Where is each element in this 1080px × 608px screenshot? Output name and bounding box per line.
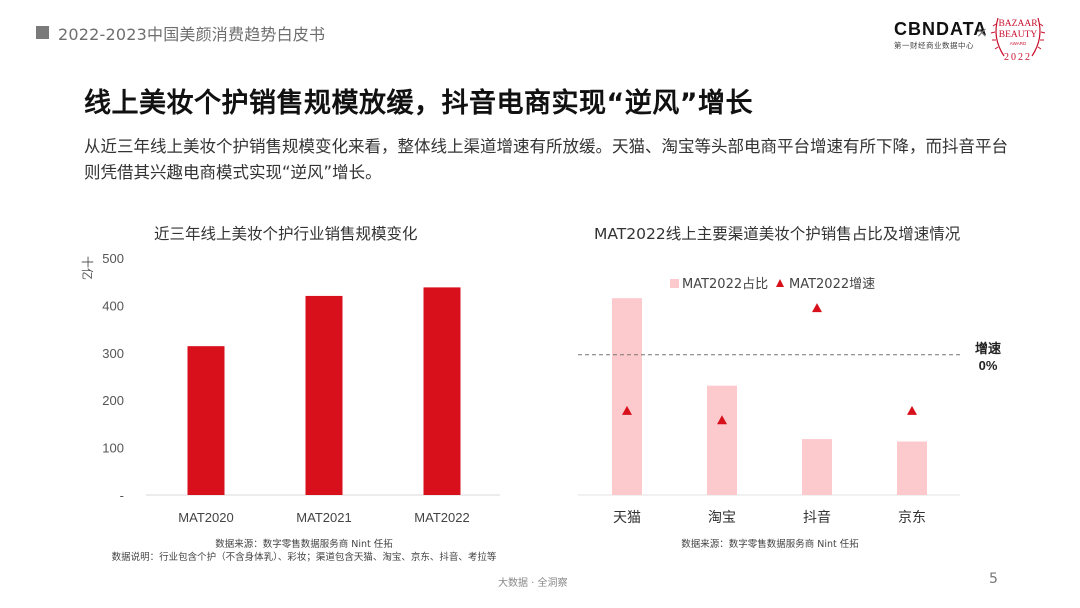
page-subtitle: 从近三年线上美妆个护销售规模变化来看，整体线上渠道增速有所放缓。天猫、淘宝等头部… bbox=[84, 137, 1008, 182]
header-square-icon bbox=[36, 26, 49, 39]
left-y-tick-label: 300 bbox=[102, 346, 124, 361]
footer-slogan: 大数据 · 全洞察 bbox=[498, 578, 568, 589]
cbndata-logo: CBNDATA bbox=[894, 19, 988, 39]
growth-marker-天猫 bbox=[622, 405, 632, 415]
right-share-bar-抖音 bbox=[802, 439, 832, 495]
legend-growth-label: MAT2022增速 bbox=[789, 277, 875, 292]
svg-text:AWARD: AWARD bbox=[1010, 41, 1027, 46]
left-y-tick-label: 200 bbox=[102, 393, 124, 408]
cbndata-logo-subtitle: 第一财经商业数据中心 bbox=[894, 41, 974, 50]
right-chart-title: MAT2022线上主要渠道美妆个护销售占比及增速情况 bbox=[594, 225, 961, 243]
left-y-tick-label: 400 bbox=[102, 298, 124, 313]
reference-line-label: 增速 bbox=[975, 341, 1001, 357]
left-explanation-line: 数据说明：行业包含个护（不含身体乳）、彩妆；渠道包含天猫、淘宝、京东、抖音、考拉… bbox=[111, 552, 497, 563]
svg-text:BAZAAR: BAZAAR bbox=[998, 19, 1038, 29]
legend-share-swatch bbox=[670, 279, 679, 288]
left-y-tick-label: 100 bbox=[102, 441, 124, 456]
left-bar-MAT2022 bbox=[423, 287, 461, 495]
left-source-note: 数据来源：数字零售数据服务商 Nint 任拓 数据说明：行业包含个护（不含身体乳… bbox=[92, 538, 516, 564]
page-title: 线上美妆个护销售规模放缓，抖音电商实现“逆风”增长 bbox=[84, 88, 753, 119]
left-chart-title: 近三年线上美妆个护行业销售规模变化 bbox=[154, 225, 418, 243]
legend-growth-marker bbox=[776, 279, 784, 287]
left-y-tick-label: 500 bbox=[102, 251, 124, 266]
bazaar-beauty-award-logo: BAZAAR BEAUTY AWARD bbox=[990, 17, 1046, 57]
growth-marker-淘宝 bbox=[717, 415, 727, 425]
right-share-bar-淘宝 bbox=[707, 385, 737, 495]
left-y-tick-label: - bbox=[120, 488, 124, 503]
right-x-tick-label: 天猫 bbox=[613, 510, 641, 526]
right-x-tick-label: 淘宝 bbox=[708, 510, 736, 526]
report-header: 2022-2023中国美颜消费趋势白皮书 bbox=[58, 25, 326, 44]
legend-share-label: MAT2022占比 bbox=[682, 277, 768, 292]
page-number: 5 bbox=[989, 571, 998, 587]
svg-text:BEAUTY: BEAUTY bbox=[999, 30, 1038, 40]
left-bar-MAT2021 bbox=[305, 295, 343, 495]
left-source-line: 数据来源：数字零售数据服务商 Nint 任拓 bbox=[215, 539, 393, 550]
left-y-axis-unit: 十亿 bbox=[80, 256, 95, 280]
left-bar-MAT2020 bbox=[187, 346, 225, 495]
logo-separator: × bbox=[976, 25, 988, 41]
right-share-bar-京东 bbox=[897, 441, 927, 495]
right-source-note: 数据来源：数字零售数据服务商 Nint 任拓 bbox=[681, 539, 859, 550]
reference-line-value: 0% bbox=[979, 358, 998, 373]
left-x-tick-label: MAT2022 bbox=[414, 510, 469, 525]
left-x-tick-label: MAT2021 bbox=[296, 510, 351, 525]
left-x-tick-label: MAT2020 bbox=[178, 510, 233, 525]
award-year: 2022 bbox=[1004, 52, 1032, 63]
growth-marker-京东 bbox=[907, 405, 917, 415]
growth-marker-抖音 bbox=[812, 303, 822, 313]
right-x-tick-label: 京东 bbox=[898, 510, 926, 526]
right-share-bar-天猫 bbox=[612, 298, 642, 495]
right-x-tick-label: 抖音 bbox=[803, 509, 831, 526]
